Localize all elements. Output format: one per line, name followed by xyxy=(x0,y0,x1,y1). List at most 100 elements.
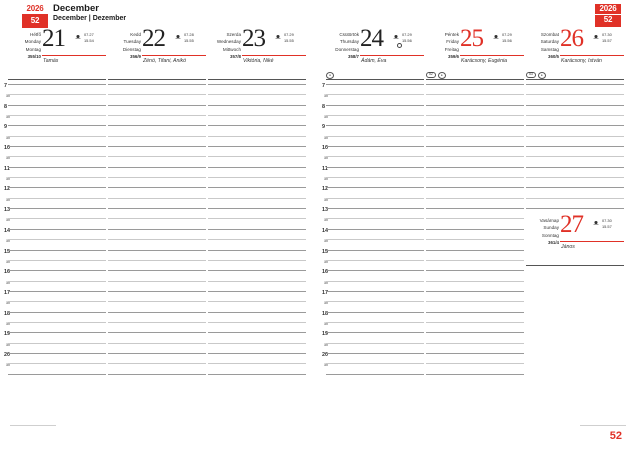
hour-line[interactable] xyxy=(208,125,306,127)
hour-line[interactable] xyxy=(208,311,306,313)
half-hour-row[interactable]: 30 xyxy=(318,280,636,291)
half-hour-line[interactable] xyxy=(326,321,424,323)
half-hour-row[interactable]: 30 xyxy=(318,218,636,228)
half-hour-line[interactable] xyxy=(108,94,206,96)
half-hour-line[interactable] xyxy=(208,94,306,96)
hour-line[interactable] xyxy=(8,332,106,334)
hour-line[interactable] xyxy=(108,146,206,148)
hour-line[interactable] xyxy=(208,208,306,210)
half-hour-line[interactable] xyxy=(8,197,106,199)
half-hour-row[interactable]: 30 xyxy=(318,177,636,187)
hour-line[interactable] xyxy=(426,270,524,272)
day-marker-badge[interactable]: 53 xyxy=(526,71,536,79)
half-hour-line[interactable] xyxy=(8,363,106,365)
hour-line[interactable] xyxy=(8,290,106,292)
half-hour-line[interactable] xyxy=(208,280,306,282)
hour-row[interactable]: 19 xyxy=(318,331,636,342)
half-hour-line[interactable] xyxy=(8,301,106,303)
hour-row[interactable]: 13 xyxy=(318,207,636,218)
hour-line[interactable] xyxy=(326,84,424,85)
hour-line[interactable] xyxy=(8,270,106,272)
half-hour-row[interactable]: 30 xyxy=(318,301,636,311)
hour-line[interactable] xyxy=(326,187,424,189)
hour-line[interactable] xyxy=(108,104,206,106)
hour-line[interactable] xyxy=(8,208,106,210)
hour-line[interactable] xyxy=(426,166,524,168)
hour-line[interactable] xyxy=(526,125,624,127)
hour-line[interactable] xyxy=(426,249,524,251)
hour-row[interactable]: 8 xyxy=(0,104,318,115)
hour-line[interactable] xyxy=(326,104,424,106)
half-hour-row[interactable]: 30 xyxy=(318,321,636,332)
hour-line[interactable] xyxy=(208,104,306,106)
hour-row[interactable]: 20 xyxy=(0,352,318,363)
half-hour-row[interactable]: 30 xyxy=(0,115,318,125)
half-hour-line[interactable] xyxy=(526,135,624,137)
hour-line[interactable] xyxy=(326,146,424,148)
hour-row[interactable]: 17 xyxy=(0,290,318,301)
hour-line[interactable] xyxy=(326,208,424,210)
half-hour-line[interactable] xyxy=(326,156,424,158)
half-hour-line[interactable] xyxy=(426,156,524,158)
hour-row[interactable]: 20 xyxy=(318,352,636,363)
hour-row[interactable]: 15 xyxy=(0,249,318,260)
half-hour-line[interactable] xyxy=(208,135,306,137)
half-hour-line[interactable] xyxy=(326,259,424,261)
hour-row[interactable]: 18 xyxy=(318,311,636,322)
hour-line[interactable] xyxy=(426,84,524,85)
half-hour-line[interactable] xyxy=(426,280,524,282)
hour-row[interactable]: 11 xyxy=(318,166,636,177)
hour-line[interactable] xyxy=(326,249,424,251)
hour-line[interactable] xyxy=(8,166,106,168)
hour-line[interactable] xyxy=(108,84,206,85)
hour-line[interactable] xyxy=(108,208,206,210)
half-hour-line[interactable] xyxy=(426,115,524,117)
hour-line[interactable] xyxy=(426,208,524,210)
hour-line[interactable] xyxy=(8,228,106,230)
hour-row[interactable]: 14 xyxy=(0,228,318,239)
half-hour-line[interactable] xyxy=(426,301,524,303)
hour-line[interactable] xyxy=(326,332,424,334)
half-hour-row[interactable]: 30 xyxy=(0,218,318,228)
half-hour-line[interactable] xyxy=(326,94,424,96)
day-marker-badge[interactable]: 52 xyxy=(426,71,436,79)
hour-line[interactable] xyxy=(108,228,206,230)
half-hour-row[interactable]: 30 xyxy=(0,177,318,187)
hour-line[interactable] xyxy=(526,166,624,168)
hour-row[interactable]: 17 xyxy=(318,290,636,301)
half-hour-line[interactable] xyxy=(8,218,106,220)
hour-line[interactable] xyxy=(526,146,624,148)
half-hour-line[interactable] xyxy=(8,115,106,117)
half-hour-line[interactable] xyxy=(326,342,424,344)
half-hour-line[interactable] xyxy=(426,321,524,323)
hour-row[interactable]: 18 xyxy=(0,311,318,322)
half-hour-line[interactable] xyxy=(108,301,206,303)
half-hour-line[interactable] xyxy=(426,259,524,261)
hour-line[interactable] xyxy=(208,166,306,168)
hour-row[interactable]: 14 xyxy=(318,228,636,239)
hour-line[interactable] xyxy=(108,270,206,272)
half-hour-row[interactable]: 30 xyxy=(318,342,636,353)
hour-row[interactable]: 7 xyxy=(0,83,318,94)
half-hour-line[interactable] xyxy=(326,301,424,303)
hour-row[interactable]: 13 xyxy=(0,207,318,218)
half-hour-line[interactable] xyxy=(108,342,206,344)
hour-line[interactable] xyxy=(208,228,306,230)
hour-line[interactable] xyxy=(526,104,624,106)
hour-line[interactable] xyxy=(326,125,424,127)
half-hour-line[interactable] xyxy=(326,280,424,282)
half-hour-line[interactable] xyxy=(526,156,624,158)
half-hour-line[interactable] xyxy=(426,197,524,199)
half-hour-line[interactable] xyxy=(108,177,206,179)
half-hour-line[interactable] xyxy=(208,239,306,241)
hour-line[interactable] xyxy=(108,125,206,127)
half-hour-line[interactable] xyxy=(108,218,206,220)
half-hour-row[interactable]: 30 xyxy=(0,259,318,270)
half-hour-line[interactable] xyxy=(208,115,306,117)
half-hour-line[interactable] xyxy=(426,135,524,137)
half-hour-line[interactable] xyxy=(108,321,206,323)
hour-line[interactable] xyxy=(208,270,306,272)
half-hour-line[interactable] xyxy=(526,197,624,199)
half-hour-line[interactable] xyxy=(208,218,306,220)
hour-row[interactable]: 16 xyxy=(318,269,636,280)
